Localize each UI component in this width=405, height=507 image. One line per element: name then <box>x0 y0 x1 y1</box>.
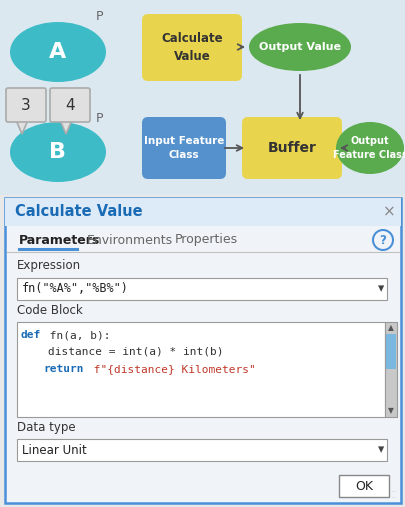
FancyBboxPatch shape <box>384 322 396 417</box>
Text: 4: 4 <box>65 97 75 113</box>
FancyBboxPatch shape <box>17 278 386 300</box>
FancyBboxPatch shape <box>338 475 388 497</box>
Text: Linear Unit: Linear Unit <box>22 444 87 456</box>
Polygon shape <box>16 120 28 134</box>
Text: ?: ? <box>379 234 386 246</box>
Text: ▾: ▾ <box>377 282 383 296</box>
Text: ×: × <box>382 204 394 220</box>
Text: Calculate Value: Calculate Value <box>15 204 142 220</box>
FancyBboxPatch shape <box>142 14 241 81</box>
Text: ▾: ▾ <box>377 444 383 456</box>
Ellipse shape <box>248 23 350 71</box>
Text: distance = int(a) * int(b): distance = int(a) * int(b) <box>21 347 223 357</box>
Text: ▲: ▲ <box>387 323 393 333</box>
Text: fn(a, b):: fn(a, b): <box>43 330 110 340</box>
Text: OK: OK <box>354 480 372 492</box>
Text: Parameters: Parameters <box>19 234 100 246</box>
FancyBboxPatch shape <box>6 88 46 122</box>
Text: A: A <box>49 42 66 62</box>
Text: ···
···: ··· ··· <box>391 489 396 500</box>
Text: P: P <box>96 11 104 23</box>
FancyBboxPatch shape <box>5 198 400 503</box>
FancyBboxPatch shape <box>5 198 400 226</box>
Text: f"{distance} Kilometers": f"{distance} Kilometers" <box>87 364 255 374</box>
Text: Calculate
Value: Calculate Value <box>161 32 222 62</box>
Text: Buffer: Buffer <box>267 141 315 155</box>
FancyBboxPatch shape <box>17 439 386 461</box>
Text: fn("%A%","%B%"): fn("%A%","%B%") <box>22 282 128 296</box>
Text: Data type: Data type <box>17 420 75 433</box>
Text: Output Value: Output Value <box>258 42 340 52</box>
Text: B: B <box>49 142 66 162</box>
Text: Output
Feature Class: Output Feature Class <box>332 136 405 160</box>
Text: ▼: ▼ <box>387 407 393 416</box>
Text: def: def <box>21 330 41 340</box>
Text: 3: 3 <box>21 97 31 113</box>
Text: return: return <box>43 364 83 374</box>
FancyBboxPatch shape <box>142 117 226 179</box>
FancyBboxPatch shape <box>0 0 405 195</box>
Polygon shape <box>60 120 72 134</box>
Text: Environments: Environments <box>87 234 173 246</box>
Ellipse shape <box>335 122 403 174</box>
FancyBboxPatch shape <box>241 117 341 179</box>
Text: Properties: Properties <box>175 234 238 246</box>
Text: Input Feature
Class: Input Feature Class <box>143 136 224 160</box>
FancyBboxPatch shape <box>17 322 384 417</box>
Ellipse shape <box>10 122 106 182</box>
Ellipse shape <box>10 22 106 82</box>
Text: Expression: Expression <box>17 260 81 272</box>
FancyBboxPatch shape <box>50 88 90 122</box>
FancyBboxPatch shape <box>385 334 395 369</box>
Text: P: P <box>96 112 104 125</box>
Text: Code Block: Code Block <box>17 304 83 316</box>
